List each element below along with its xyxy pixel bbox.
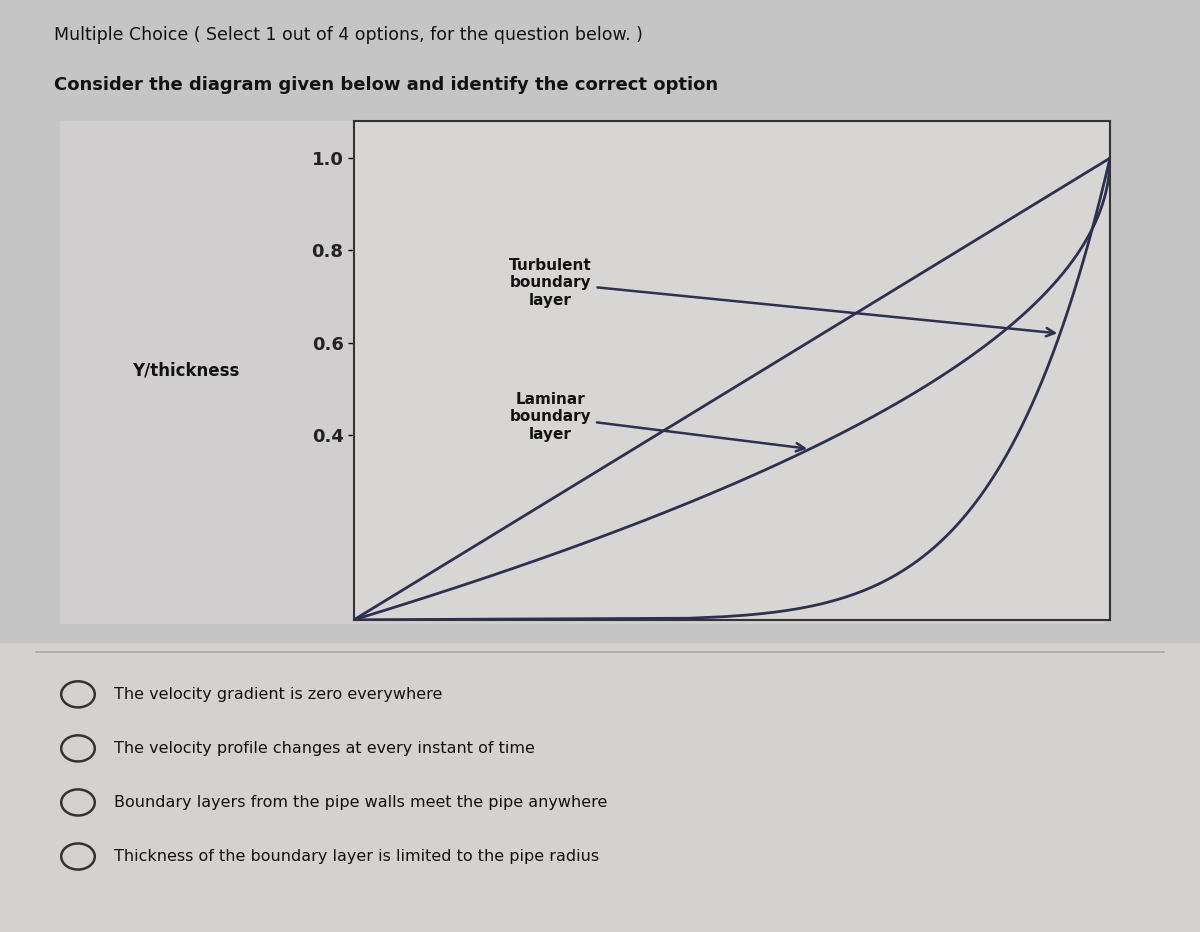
Text: Turbulent
boundary
layer: Turbulent boundary layer — [509, 258, 1055, 336]
FancyBboxPatch shape — [60, 121, 1104, 624]
Text: Thickness of the boundary layer is limited to the pipe radius: Thickness of the boundary layer is limit… — [114, 849, 599, 864]
Text: Y/thickness: Y/thickness — [132, 362, 240, 379]
Text: The velocity gradient is zero everywhere: The velocity gradient is zero everywhere — [114, 687, 443, 702]
Text: Multiple Choice ( Select 1 out of 4 options, for the question below. ): Multiple Choice ( Select 1 out of 4 opti… — [54, 26, 643, 44]
Text: Boundary layers from the pipe walls meet the pipe anywhere: Boundary layers from the pipe walls meet… — [114, 795, 607, 810]
Text: Laminar
boundary
layer: Laminar boundary layer — [510, 391, 804, 451]
Text: The velocity profile changes at every instant of time: The velocity profile changes at every in… — [114, 741, 535, 756]
Text: Consider the diagram given below and identify the correct option: Consider the diagram given below and ide… — [54, 76, 718, 94]
Text: Options: Options — [54, 648, 115, 663]
